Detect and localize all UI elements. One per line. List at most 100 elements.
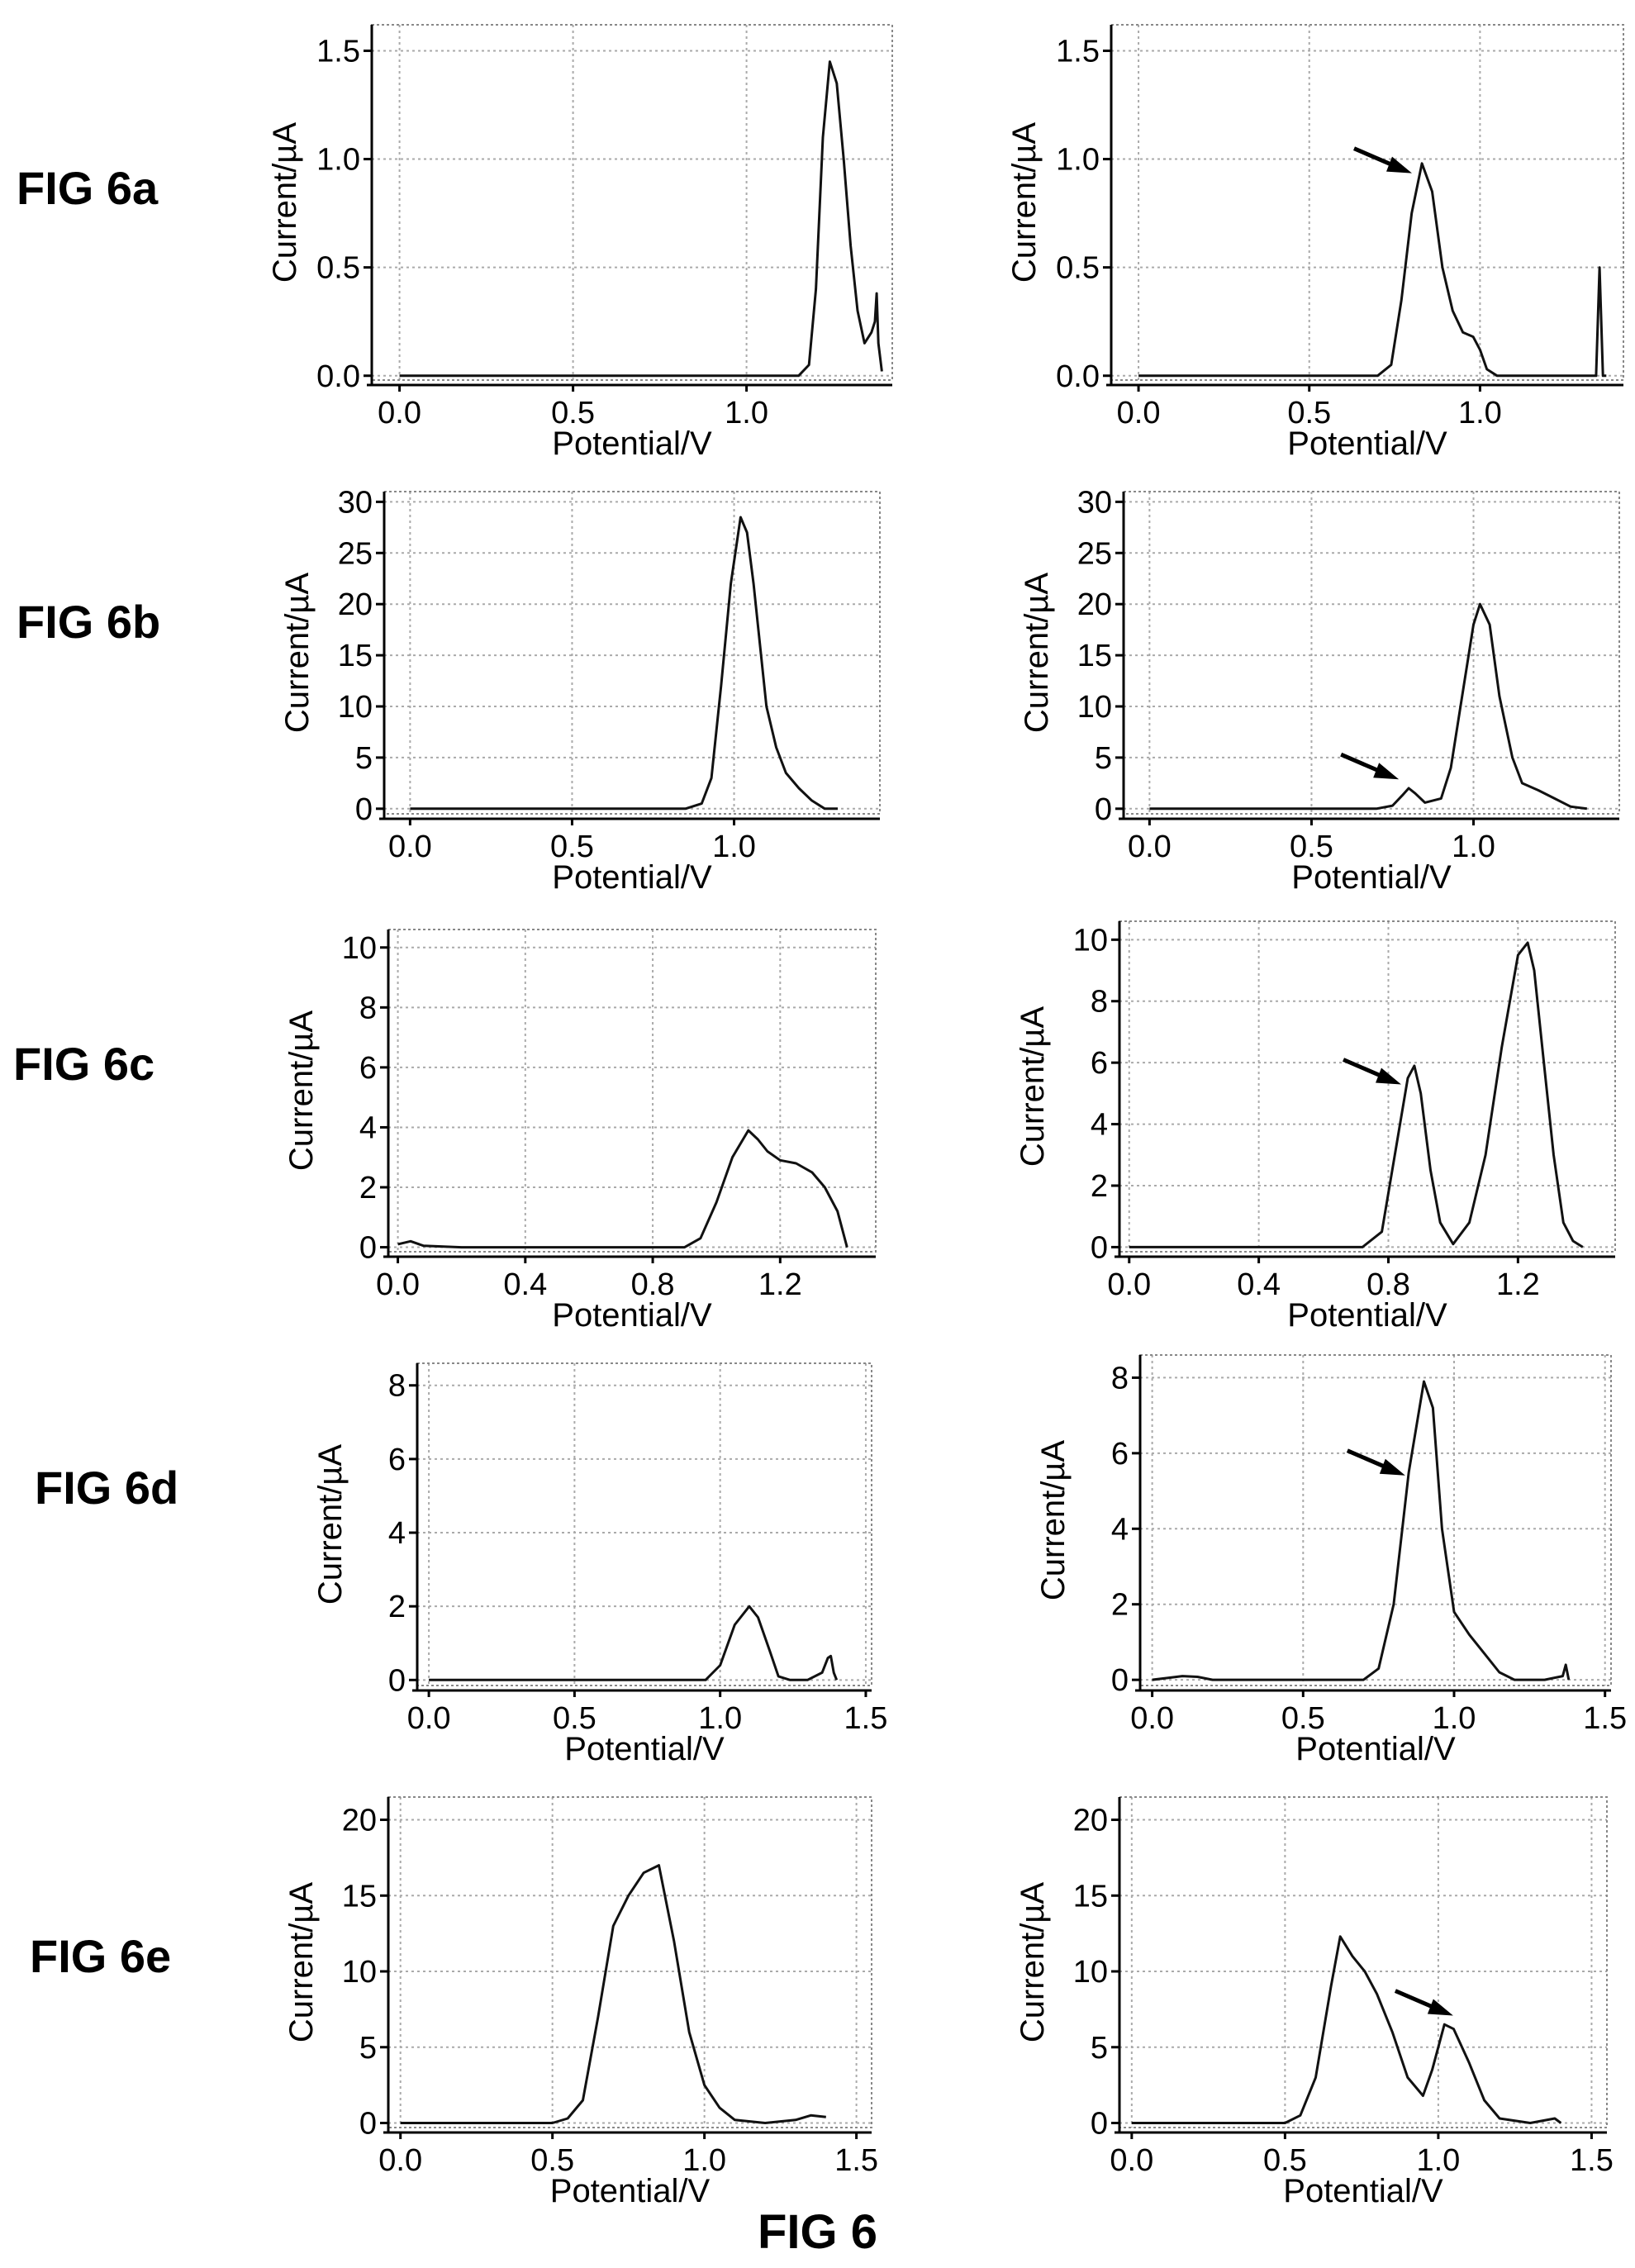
- x-axis-label: Potential/V: [1287, 1297, 1447, 1334]
- y-tick-label: 0: [1095, 792, 1112, 827]
- y-tick-label: 8: [388, 1369, 406, 1404]
- y-tick-label: 0.5: [1056, 251, 1100, 286]
- x-tick-label: 1.0: [725, 396, 768, 430]
- x-tick-label: 0.5: [1281, 1701, 1325, 1736]
- plot-frame: [383, 491, 881, 815]
- x-tick-label: 0.5: [530, 2143, 574, 2178]
- x-axis-label: Potential/V: [552, 1297, 712, 1334]
- x-tick-label: 0.0: [376, 1267, 420, 1302]
- chart-6d-left: 0.0 0.5 1.0 1.5 0 2 4 6 8 Potential/V Current/µA: [312, 1362, 888, 1767]
- figure-title: FIG 6: [757, 2205, 878, 2259]
- y-tick-label: 4: [1091, 1108, 1108, 1143]
- chart-6a-right: 0.0 0.5 1.0 0.0 0.5 1.0 1.5 Potential/V Current/…: [1006, 24, 1624, 462]
- x-tick-label: 0.0: [378, 396, 421, 430]
- y-tick-label: 0: [355, 792, 373, 827]
- chart-6b-left: 0.0 0.5 1.0 0 5 10 15 20 25 30 Potential/V Current/…: [279, 485, 881, 896]
- y-tick-label: 10: [1073, 923, 1108, 958]
- x-tick-label: 0.0: [1110, 2143, 1153, 2178]
- y-axis-label: Current/µA: [283, 1010, 320, 1172]
- x-tick-label: 1.0: [682, 2143, 726, 2178]
- y-tick-label: 10: [342, 931, 377, 966]
- x-tick-label: 0.0: [1117, 396, 1161, 430]
- y-tick-label: 30: [1077, 485, 1112, 520]
- plot-frame: [371, 24, 893, 381]
- x-tick-label: 0.0: [1128, 830, 1172, 864]
- y-tick-label: 4: [1111, 1512, 1129, 1547]
- y-tick-label: 20: [342, 1804, 377, 1838]
- y-axis-label: Current/µA: [1035, 1440, 1072, 1601]
- chart-6c-left: 0.0 0.4 0.8 1.2 0 2 4 6 8 10 Potential/V Current/µA: [283, 929, 877, 1334]
- y-tick-label: 2: [1091, 1169, 1108, 1204]
- y-tick-label: 4: [359, 1110, 377, 1145]
- chart-6c-right: 0.0 0.4 0.8 1.2 0 2 4 6 8 10 Potential/V Current/µA: [1015, 920, 1616, 1334]
- y-tick-label: 6: [1091, 1046, 1108, 1081]
- plot-frame: [387, 1796, 872, 2128]
- data-line: [429, 1605, 839, 1681]
- x-tick-label: 0.0: [1130, 1701, 1174, 1736]
- x-axis-label: Potential/V: [552, 859, 712, 896]
- row-label-6e: FIG 6e: [30, 1930, 172, 1982]
- chart-6e-left: 0.0 0.5 1.0 1.5 0 5 10 15 20 Potential/V Current/µ…: [283, 1796, 878, 2209]
- plot-frame: [1110, 24, 1624, 381]
- y-tick-label: 0.5: [316, 251, 360, 286]
- x-tick-label: 0.0: [388, 830, 432, 864]
- x-axis-label: Potential/V: [552, 426, 712, 462]
- row-label-6b: FIG 6b: [17, 596, 161, 648]
- y-tick-label: 10: [338, 690, 373, 725]
- y-tick-label: 5: [1095, 741, 1112, 776]
- x-tick-label: 0.0: [407, 1701, 451, 1736]
- x-tick-label: 1.5: [844, 1701, 888, 1736]
- x-tick-label: 1.5: [1570, 2143, 1614, 2178]
- y-tick-label: 0: [1091, 1230, 1108, 1265]
- y-tick-label: 25: [1077, 536, 1112, 571]
- x-axis-label: Potential/V: [1287, 426, 1447, 462]
- arrow-head: [1376, 1067, 1402, 1085]
- x-tick-label: 0.5: [1287, 396, 1331, 430]
- y-tick-label: 0: [359, 1231, 377, 1266]
- chart-6b-right: 0.0 0.5 1.0 0 5 10 15 20 25 30 Potential/V Current/…: [1019, 485, 1620, 896]
- x-axis-label: Potential/V: [1291, 859, 1452, 896]
- row-label-6d: FIG 6d: [35, 1462, 179, 1514]
- y-tick-label: 0: [388, 1663, 406, 1698]
- y-tick-label: 1.0: [1056, 143, 1100, 178]
- y-tick-label: 6: [388, 1443, 406, 1477]
- x-tick-label: 1.0: [1458, 396, 1502, 430]
- arrow-head: [1427, 1999, 1453, 2016]
- arrow-head: [1379, 1458, 1405, 1476]
- x-tick-label: 0.8: [1366, 1267, 1410, 1302]
- y-tick-label: 6: [1111, 1437, 1129, 1472]
- x-tick-label: 1.0: [1452, 830, 1495, 864]
- y-tick-label: 0.0: [1056, 359, 1100, 394]
- x-axis-label: Potential/V: [550, 2173, 711, 2209]
- y-tick-label: 15: [1077, 639, 1112, 673]
- y-tick-label: 30: [338, 485, 373, 520]
- data-line: [1129, 941, 1584, 1248]
- x-tick-label: 0.5: [553, 1701, 596, 1736]
- x-tick-label: 0.8: [631, 1267, 675, 1302]
- x-tick-label: 1.5: [834, 2143, 878, 2178]
- y-axis-label: Current/µA: [267, 122, 303, 283]
- y-tick-label: 0: [1111, 1663, 1129, 1698]
- y-tick-label: 20: [338, 587, 373, 622]
- y-tick-label: 0.0: [316, 359, 360, 394]
- plot-frame: [416, 1362, 872, 1686]
- x-tick-label: 1.5: [1583, 1701, 1627, 1736]
- y-tick-label: 2: [388, 1590, 406, 1624]
- data-line: [1138, 162, 1607, 378]
- y-tick-label: 0: [1091, 2106, 1108, 2141]
- chart-6e-right: 0.0 0.5 1.0 1.5 0 5 10 15 20 Potential/V Current/µ…: [1015, 1796, 1614, 2209]
- plot-frame: [1139, 1354, 1612, 1686]
- y-tick-label: 0: [359, 2106, 377, 2141]
- y-tick-label: 8: [1091, 985, 1108, 1020]
- arrow-head: [1386, 156, 1412, 174]
- y-tick-label: 25: [338, 536, 373, 571]
- plot-frame: [1119, 1796, 1608, 2128]
- x-tick-label: 1.0: [698, 1701, 742, 1736]
- data-line: [400, 1864, 826, 2124]
- y-axis-label: Current/µA: [279, 573, 316, 734]
- y-tick-label: 10: [1077, 690, 1112, 725]
- y-tick-label: 6: [359, 1051, 377, 1086]
- chart-6d-right: 0.0 0.5 1.0 1.5 0 2 4 6 8 Potential/V Current/µA: [1035, 1354, 1627, 1767]
- row-label-6c: FIG 6c: [13, 1038, 155, 1090]
- data-line: [1152, 1380, 1571, 1681]
